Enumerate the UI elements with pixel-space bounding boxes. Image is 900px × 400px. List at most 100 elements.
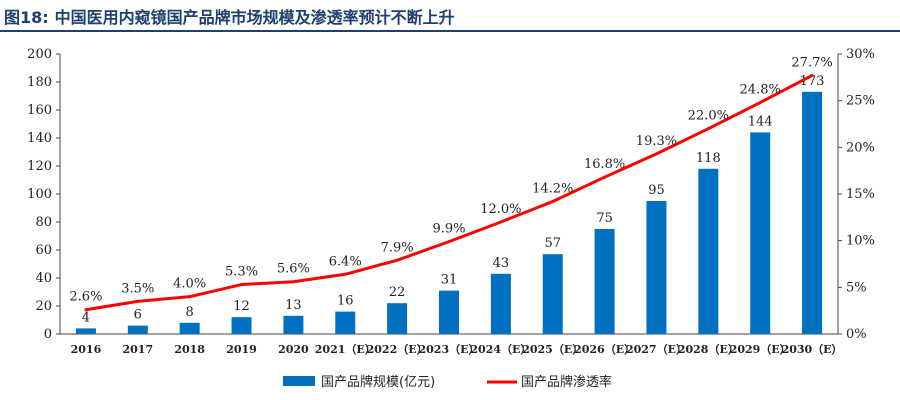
line-value-label: 2.6% bbox=[69, 290, 102, 305]
bar bbox=[542, 254, 563, 334]
right-tick-label: 5% bbox=[846, 280, 867, 295]
x-tick-label: 2026（E） bbox=[574, 343, 635, 356]
line-point bbox=[499, 220, 503, 224]
bar-value-label: 16 bbox=[337, 294, 354, 309]
bar-value-label: 144 bbox=[748, 114, 773, 129]
bar-value-label: 4 bbox=[82, 310, 90, 325]
bar bbox=[439, 290, 459, 334]
left-tick-label: 160 bbox=[27, 103, 52, 118]
figure-number: 图18: bbox=[4, 8, 49, 27]
right-tick-label: 30% bbox=[846, 47, 875, 62]
x-tick-label: 2028（E） bbox=[678, 343, 739, 356]
x-tick-label: 2019 bbox=[226, 343, 257, 356]
legend-line-label: 国产品牌渗透率 bbox=[521, 374, 612, 390]
bar bbox=[283, 315, 304, 334]
x-tick-label: 2018 bbox=[174, 343, 205, 356]
bar bbox=[387, 303, 408, 334]
left-tick-label: 180 bbox=[27, 75, 52, 90]
line-point bbox=[810, 73, 814, 77]
line-point bbox=[603, 175, 607, 179]
bar bbox=[179, 322, 200, 334]
x-tick-label: 2025（E） bbox=[522, 343, 583, 356]
x-tick-label: 2020 bbox=[278, 343, 309, 356]
bar-value-label: 12 bbox=[233, 299, 250, 314]
left-tick-label: 140 bbox=[27, 131, 52, 146]
line-value-label: 4.0% bbox=[173, 277, 206, 292]
line-value-label: 7.9% bbox=[381, 240, 414, 255]
left-tick-label: 0 bbox=[44, 327, 52, 342]
bar-value-label: 57 bbox=[544, 236, 561, 251]
bar bbox=[802, 91, 823, 334]
x-tick-label: 2030（E） bbox=[782, 343, 843, 356]
x-tick-label: 2024（E） bbox=[470, 343, 531, 356]
line-point bbox=[654, 152, 658, 156]
x-tick-label: 2022（E） bbox=[367, 343, 428, 356]
line-value-label: 19.3% bbox=[636, 134, 677, 149]
bar-value-label: 22 bbox=[389, 285, 406, 300]
bar bbox=[127, 325, 148, 334]
left-tick-label: 60 bbox=[35, 243, 52, 258]
line-value-label: 9.9% bbox=[432, 222, 465, 237]
bar bbox=[490, 273, 511, 334]
right-tick-label: 15% bbox=[846, 187, 875, 202]
bar bbox=[75, 328, 96, 334]
line-value-label: 6.4% bbox=[329, 254, 362, 269]
left-tick-label: 100 bbox=[27, 187, 52, 202]
line-point bbox=[758, 101, 762, 105]
bar-value-label: 13 bbox=[285, 298, 302, 313]
bar-value-label: 43 bbox=[493, 256, 510, 271]
left-tick-label: 120 bbox=[27, 159, 52, 174]
bar-value-label: 6 bbox=[134, 308, 142, 323]
bar-value-label: 31 bbox=[441, 273, 458, 288]
line-value-label: 3.5% bbox=[121, 281, 154, 296]
figure-title: 图18: 中国医用内窥镜国产品牌市场规模及渗透率预计不断上升 bbox=[4, 4, 455, 28]
right-tick-label: 25% bbox=[846, 94, 875, 109]
line-point bbox=[551, 199, 555, 203]
right-tick-label: 0% bbox=[846, 327, 867, 342]
line-value-label: 16.8% bbox=[584, 157, 625, 172]
line-value-label: 14.2% bbox=[532, 181, 573, 196]
x-tick-label: 2021（E） bbox=[315, 343, 376, 356]
right-tick-label: 20% bbox=[846, 140, 875, 155]
bar bbox=[231, 317, 252, 334]
x-tick-label: 2029（E） bbox=[730, 343, 791, 356]
x-tick-label: 2017 bbox=[122, 343, 153, 356]
bar-value-label: 118 bbox=[696, 151, 721, 166]
left-tick-label: 20 bbox=[35, 299, 52, 314]
line-point bbox=[447, 240, 451, 244]
bar bbox=[646, 201, 667, 334]
line-point bbox=[136, 299, 140, 303]
line-point bbox=[395, 258, 399, 262]
x-tick-label: 2027（E） bbox=[626, 343, 687, 356]
bar bbox=[698, 168, 719, 334]
left-tick-label: 80 bbox=[35, 215, 52, 230]
right-tick-label: 10% bbox=[846, 234, 875, 249]
line-point bbox=[291, 280, 295, 284]
line-value-label: 27.7% bbox=[791, 55, 832, 70]
bar-value-label: 95 bbox=[648, 183, 665, 198]
line-point bbox=[84, 308, 88, 312]
line-value-label: 5.6% bbox=[277, 262, 310, 277]
line-value-label: 5.3% bbox=[225, 265, 258, 280]
line-value-label: 12.0% bbox=[480, 202, 521, 217]
left-tick-label: 200 bbox=[27, 47, 52, 62]
bar-value-label: 8 bbox=[186, 305, 194, 320]
x-tick-label: 2023（E） bbox=[419, 343, 480, 356]
line-point bbox=[240, 283, 244, 287]
left-tick-label: 40 bbox=[35, 271, 52, 286]
line-point bbox=[706, 127, 710, 131]
legend-bar-swatch bbox=[283, 376, 315, 386]
bar-value-label: 75 bbox=[596, 211, 613, 226]
figure-title-text: 中国医用内窥镜国产品牌市场规模及渗透率预计不断上升 bbox=[54, 8, 455, 27]
line-value-label: 24.8% bbox=[740, 83, 781, 98]
line-value-label: 22.0% bbox=[688, 109, 729, 124]
bar bbox=[335, 311, 356, 334]
line-point bbox=[188, 295, 192, 299]
legend-bar-label: 国产品牌规模(亿元) bbox=[321, 374, 435, 390]
title-rule bbox=[0, 30, 900, 32]
line-point bbox=[343, 272, 347, 276]
bar bbox=[750, 132, 771, 334]
x-tick-label: 2016 bbox=[71, 343, 102, 356]
bar bbox=[594, 229, 615, 334]
